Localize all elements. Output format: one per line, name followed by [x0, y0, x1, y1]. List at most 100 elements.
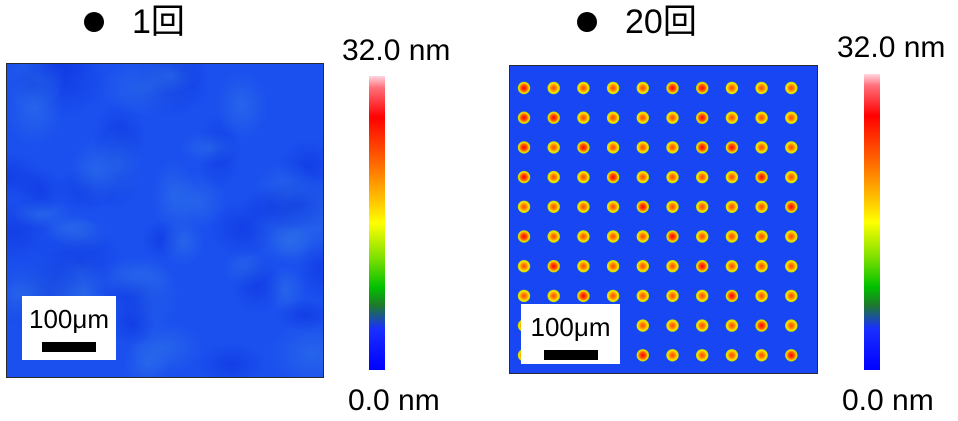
- pattern-dot: [636, 111, 649, 124]
- pattern-dot: [725, 260, 739, 273]
- scale-bar-1-line: [42, 342, 96, 352]
- pattern-dot: [577, 260, 590, 273]
- pattern-dot: [547, 81, 560, 95]
- pattern-dot: [696, 230, 709, 243]
- surface-texture-blob: [194, 342, 268, 377]
- pattern-dot: [547, 200, 560, 213]
- panel-1-title-text: 1回: [132, 3, 185, 41]
- pattern-dot: [696, 289, 709, 303]
- surface-texture-blob: [180, 131, 238, 164]
- pattern-dot: [696, 200, 709, 213]
- pattern-dot: [547, 141, 560, 154]
- scale-bar-2: 100μm: [521, 304, 620, 364]
- colorbar-2-min-label: 0.0 nm: [842, 384, 934, 417]
- surface-texture-blob: [161, 217, 205, 266]
- pattern-dot: [636, 289, 649, 303]
- pattern-dot: [755, 260, 768, 273]
- pattern-dot: [577, 230, 590, 243]
- pattern-dot: [696, 319, 709, 332]
- pattern-dot: [606, 81, 620, 95]
- pattern-dot: [577, 170, 590, 184]
- pattern-dot: [666, 81, 679, 95]
- pattern-dot: [785, 349, 798, 362]
- pattern-dot: [666, 349, 679, 362]
- colorbar-1-max-label: 32.0 nm: [342, 34, 451, 67]
- pattern-dot: [725, 319, 739, 332]
- surface-texture-blob: [268, 223, 311, 261]
- pattern-dot: [666, 260, 679, 273]
- pattern-dot: [696, 111, 709, 124]
- pattern-dot: [577, 141, 590, 154]
- scale-bar-2-label: 100μm: [530, 312, 611, 342]
- pattern-dot: [636, 260, 649, 273]
- surface-texture-blob: [255, 179, 323, 231]
- pattern-dot: [725, 200, 739, 213]
- pattern-dot: [785, 81, 798, 95]
- surface-texture-blob: [275, 299, 323, 332]
- bullet-icon: [577, 12, 597, 32]
- pattern-dot: [725, 289, 739, 303]
- pattern-dot: [636, 170, 649, 184]
- pattern-dot: [666, 319, 679, 332]
- pattern-dot: [517, 230, 531, 243]
- pattern-dot: [785, 141, 798, 154]
- surface-texture-blob: [269, 320, 323, 377]
- pattern-dot: [606, 141, 620, 154]
- pattern-dot: [755, 111, 768, 124]
- colorbar-2-max-label: 32.0 nm: [837, 31, 946, 64]
- pattern-dot: [636, 349, 649, 362]
- pattern-dot: [636, 230, 649, 243]
- surface-texture-blob: [139, 64, 200, 94]
- pattern-dot: [547, 230, 560, 243]
- pattern-dot: [725, 141, 739, 154]
- scale-bar-2-line: [543, 350, 598, 360]
- pattern-dot: [606, 200, 620, 213]
- pattern-dot: [696, 260, 709, 273]
- pattern-dot: [666, 141, 679, 154]
- scale-bar-1-label: 100μm: [28, 304, 110, 334]
- pattern-dot: [666, 289, 679, 303]
- colorbar-1-min-label: 0.0 nm: [348, 384, 440, 417]
- pattern-dot: [517, 200, 531, 213]
- pattern-dot: [547, 170, 560, 184]
- surface-texture-blob: [230, 256, 283, 315]
- pattern-dot: [577, 289, 590, 303]
- pattern-dot: [517, 170, 531, 184]
- pattern-dot: [517, 141, 531, 154]
- pattern-dot: [606, 230, 620, 243]
- pattern-dot: [785, 200, 798, 213]
- pattern-dot: [696, 141, 709, 154]
- pattern-dot: [577, 111, 590, 124]
- colorbar-1: [369, 76, 385, 370]
- pattern-dot: [696, 81, 709, 95]
- pattern-dot: [725, 349, 739, 362]
- pattern-dot: [755, 349, 768, 362]
- bullet-icon: [84, 12, 104, 32]
- pattern-dot: [755, 141, 768, 154]
- pattern-dot: [517, 111, 531, 124]
- pattern-dot: [517, 289, 531, 303]
- surface-texture-blob: [15, 166, 65, 215]
- pattern-dot: [755, 200, 768, 213]
- pattern-dot: [517, 260, 531, 273]
- pattern-dot: [696, 349, 709, 362]
- pattern-dot: [785, 260, 798, 273]
- pattern-dot: [636, 141, 649, 154]
- surface-texture-blob: [7, 70, 64, 147]
- pattern-dot: [636, 200, 649, 213]
- surface-texture-blob: [95, 126, 142, 203]
- surface-texture-blob: [152, 158, 196, 234]
- panel-1-title: 1回: [84, 0, 185, 44]
- pattern-dot: [666, 200, 679, 213]
- pattern-dot: [755, 81, 768, 95]
- surface-texture-blob: [108, 301, 156, 347]
- pattern-dot: [755, 319, 768, 332]
- pattern-dot: [666, 230, 679, 243]
- pattern-dot: [666, 170, 679, 184]
- pattern-dot: [636, 319, 649, 332]
- pattern-dot: [606, 111, 620, 124]
- pattern-dot: [785, 289, 798, 303]
- pattern-dot: [606, 260, 620, 273]
- pattern-dot: [577, 200, 590, 213]
- pattern-dot: [785, 111, 798, 124]
